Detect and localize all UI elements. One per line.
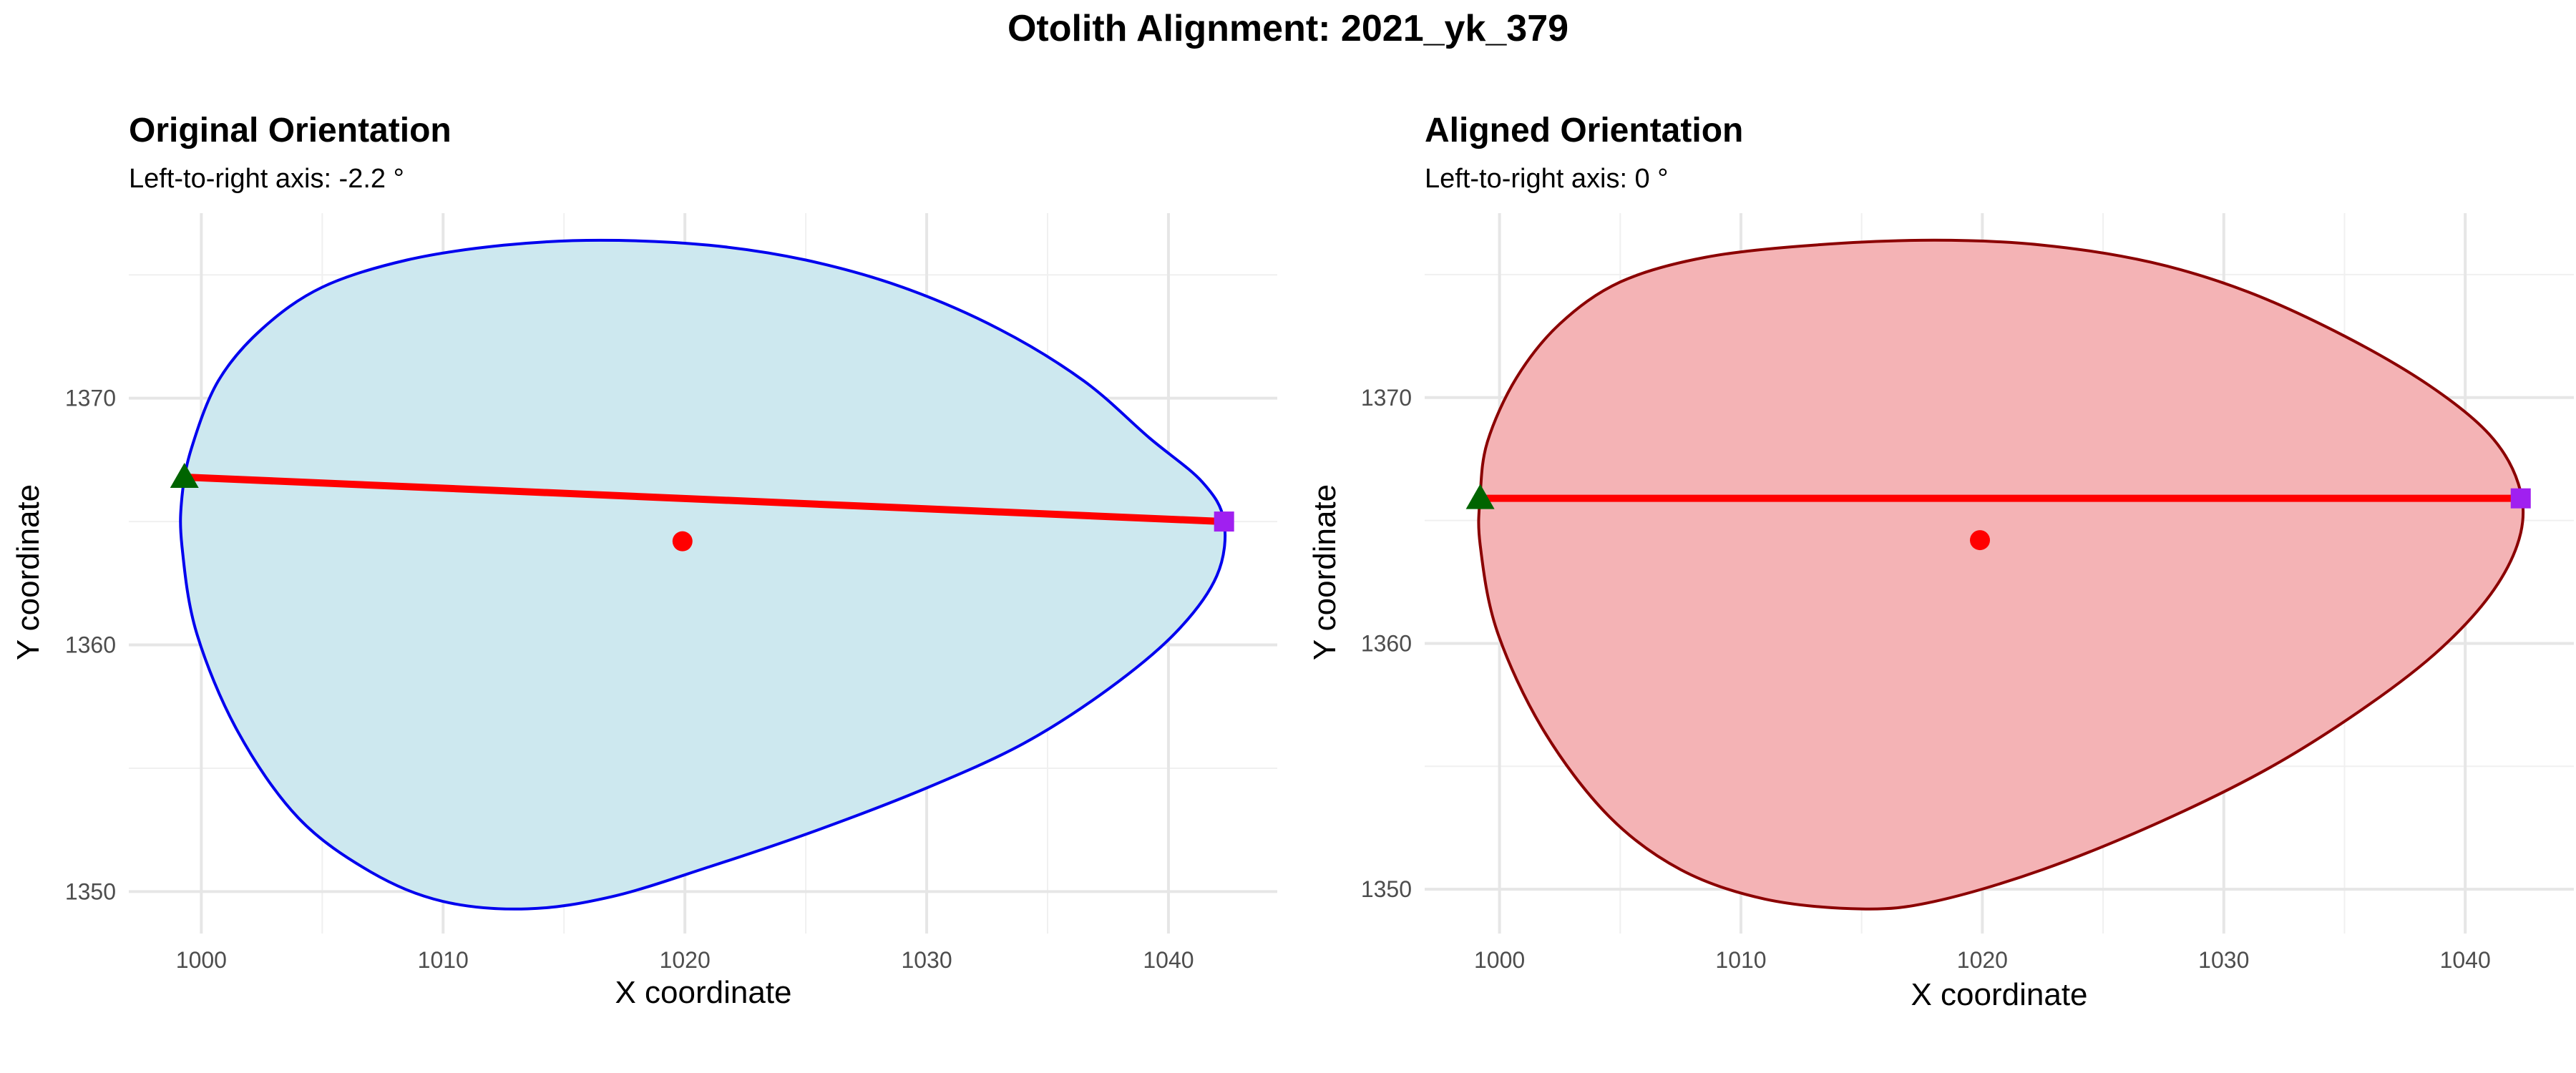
- y-tick-label: 1360: [1361, 630, 1412, 656]
- panel-title: Original Orientation: [129, 112, 452, 150]
- x-tick-label: 1030: [901, 947, 952, 973]
- otolith-outline: [1477, 238, 2525, 911]
- y-axis-title: Y coordinate: [11, 484, 46, 660]
- y-tick-label: 1350: [65, 878, 116, 904]
- data-marks: [1465, 238, 2531, 911]
- x-axis-title: X coordinate: [615, 975, 791, 1010]
- chart-panel-aligned: Aligned Orientation Left-to-right axis: …: [1307, 112, 2574, 1012]
- tick-labels: 1000 1010 1020 1030 1040 1350 1360 1370: [65, 386, 1194, 973]
- y-tick-label: 1350: [1361, 876, 1412, 902]
- right-end-point: [1214, 511, 1234, 532]
- x-tick-label: 1040: [1143, 947, 1194, 973]
- tick-labels: 1000 1010 1020 1030 1040 1350 1360 1370: [1361, 385, 2491, 973]
- panel-title: Aligned Orientation: [1425, 112, 1743, 150]
- panel-subtitle: Left-to-right axis: 0 °: [1425, 164, 1668, 194]
- otolith-outline: [179, 238, 1227, 911]
- x-tick-label: 1000: [176, 947, 227, 973]
- x-tick-label: 1030: [2198, 947, 2249, 973]
- x-tick-label: 1040: [2440, 947, 2491, 973]
- x-tick-label: 1020: [1957, 947, 2008, 973]
- y-axis-title: Y coordinate: [1307, 484, 1342, 660]
- data-marks: [170, 238, 1234, 911]
- centroid-point: [672, 531, 693, 552]
- x-tick-label: 1010: [418, 947, 469, 973]
- x-tick-label: 1020: [660, 947, 711, 973]
- centroid-point: [1970, 530, 1991, 551]
- x-tick-label: 1010: [1715, 947, 1766, 973]
- panel-subtitle: Left-to-right axis: -2.2 °: [129, 164, 404, 194]
- y-tick-label: 1370: [1361, 385, 1412, 411]
- left-end-point: [1465, 484, 1495, 509]
- right-end-point: [2510, 488, 2531, 509]
- x-axis-title: X coordinate: [1911, 977, 2087, 1012]
- page-title: Otolith Alignment: 2021_yk_379: [1007, 8, 1569, 49]
- chart-panel-original: Original Orientation Left-to-right axis:…: [11, 112, 1277, 1010]
- left-to-right-axis-line: [184, 474, 1224, 526]
- y-tick-label: 1370: [65, 386, 116, 411]
- x-tick-label: 1000: [1474, 947, 1525, 973]
- left-end-point: [170, 463, 199, 489]
- y-tick-label: 1360: [65, 632, 116, 658]
